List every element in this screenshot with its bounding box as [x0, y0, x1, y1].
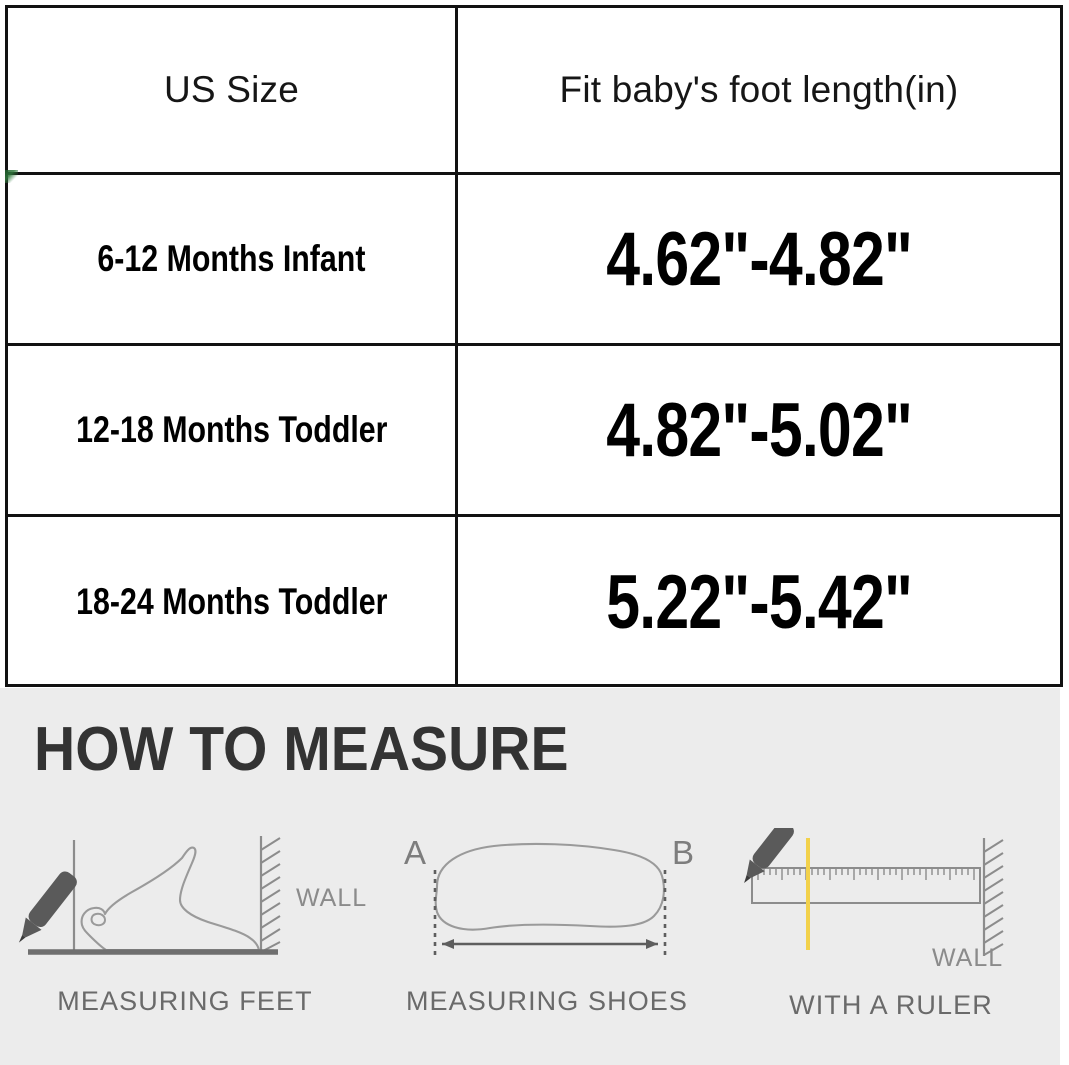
cell-us-size: 18-24 Months Toddler — [8, 517, 458, 687]
header-cell-foot-length: Fit baby's foot length(in) — [458, 8, 1060, 172]
wall-label: WALL — [932, 944, 1004, 972]
header-cell-us-size: US Size — [8, 8, 458, 172]
how-to-measure-title: HOW TO MEASURE — [34, 715, 569, 784]
header-label-foot-length: Fit baby's foot length(in) — [559, 69, 959, 110]
size-label: 6-12 Months Infant — [97, 238, 366, 279]
header-label-us-size: US Size — [163, 69, 300, 110]
point-a-label: A — [404, 834, 427, 871]
measuring-feet-caption: MEASURING FEET — [57, 986, 313, 1016]
measuring-feet-diagram: WALL — [10, 828, 366, 988]
table-row: 6-12 Months Infant 4.62"-4.82" — [8, 175, 1060, 346]
cell-us-size: 12-18 Months Toddler — [8, 346, 458, 514]
with-a-ruler-block: WALL WITH A RULER — [722, 821, 1060, 1048]
cell-us-size: 6-12 Months Infant — [8, 175, 458, 343]
with-a-ruler-illustration — [744, 821, 1004, 956]
measuring-shoes-block: A B MEASURING SHOES — [382, 828, 712, 1048]
cell-foot-length: 5.22"-5.42" — [458, 517, 1060, 687]
size-label: 18-24 Months Toddler — [75, 581, 388, 622]
wall-label: WALL — [296, 884, 368, 912]
how-to-measure-panel: HOW TO MEASURE — [0, 688, 1060, 1065]
foot-length-value: 4.82"-5.02" — [606, 387, 913, 473]
foot-length-value: 4.62"-4.82" — [606, 216, 913, 302]
measuring-shoes-caption: MEASURING SHOES — [405, 986, 689, 1016]
size-label: 12-18 Months Toddler — [75, 409, 388, 450]
cell-foot-length: 4.82"-5.02" — [458, 346, 1060, 514]
table-row: 18-24 Months Toddler 5.22"-5.42" — [8, 517, 1060, 687]
table-header-row: US Size Fit baby's foot length(in) — [8, 8, 1060, 175]
cell-foot-length: 4.62"-4.82" — [458, 175, 1060, 343]
measuring-feet-block: WALL MEASURING FEET — [10, 828, 366, 1048]
measuring-feet-illustration — [18, 836, 281, 955]
table-row: 12-18 Months Toddler 4.82"-5.02" — [8, 346, 1060, 517]
size-chart-table: US Size Fit baby's foot length(in) 6-12 … — [5, 5, 1063, 687]
measuring-shoes-diagram: A B — [382, 828, 712, 988]
foot-length-value: 5.22"-5.42" — [606, 559, 913, 645]
point-b-label: B — [672, 834, 695, 871]
with-a-ruler-caption: WITH A RULER — [789, 990, 993, 1020]
measuring-shoes-illustration — [433, 842, 667, 960]
with-a-ruler-illustration-wrap: WALL — [722, 821, 1060, 988]
